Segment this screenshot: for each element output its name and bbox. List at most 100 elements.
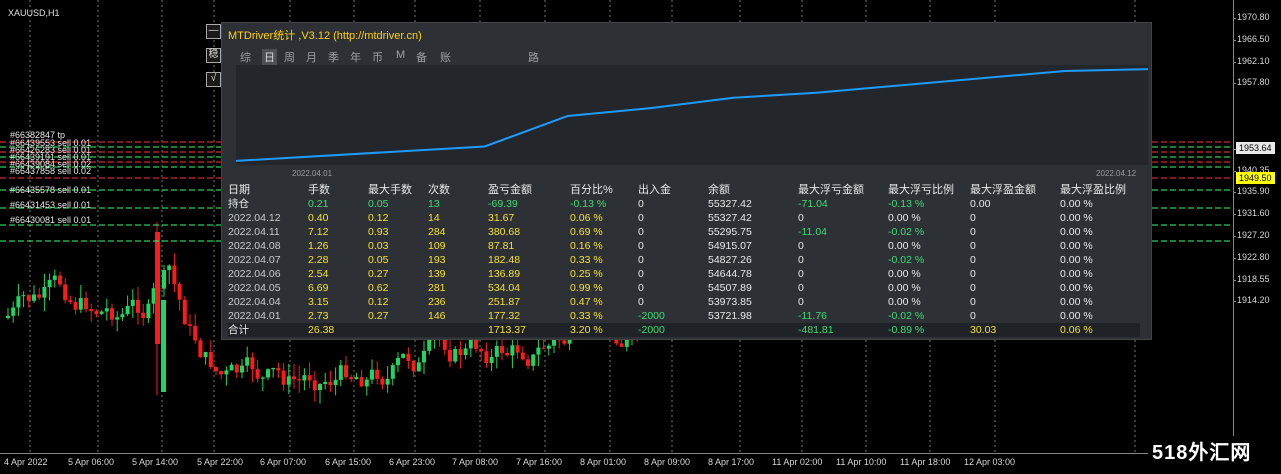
column-header: 日期 — [228, 184, 250, 196]
candle — [63, 278, 68, 304]
table-cell: 0 — [638, 212, 644, 224]
candle — [260, 376, 265, 392]
table-cell: -481.81 — [798, 324, 834, 336]
candle — [78, 285, 83, 313]
order-label: #66382847 tp — [10, 130, 66, 140]
tab-6[interactable]: 币 — [372, 52, 383, 64]
candle — [416, 356, 421, 372]
table-cell: 0.00 — [970, 198, 991, 210]
watermark-logo: 518外汇网 — [1148, 436, 1256, 465]
table-cell: 0 — [638, 296, 644, 308]
candle — [359, 369, 364, 387]
plot-start-date: 2022.04.01 — [292, 169, 333, 178]
candle — [448, 338, 452, 368]
table-cell: -0.89 % — [888, 324, 925, 336]
candle — [32, 285, 36, 303]
candle — [151, 282, 156, 314]
table-cell: 0 — [798, 254, 804, 266]
candle — [172, 253, 177, 293]
daily-stats-table: 日期 手数 最大手数 次数 盈亏金额 百分比% 出入金 余额 最大浮亏金额 最大浮亏比例 最大浮盈金… — [228, 183, 1140, 337]
candle — [276, 362, 281, 379]
candle — [21, 291, 26, 308]
candle — [505, 347, 510, 357]
table-cell: 2022.04.12 — [228, 212, 281, 224]
candle — [510, 339, 515, 369]
candle — [281, 363, 286, 391]
candle — [58, 271, 62, 287]
table-cell: 0 — [970, 310, 976, 322]
table-row: 2022.04.12 0.40 0.12 14 31.67 0.06 % 0 55327.42… — [228, 211, 1140, 225]
candle — [188, 314, 192, 336]
table-row: 2022.04.11 7.12 0.93 284 380.68 0.69 % 0 55295.… — [228, 225, 1140, 239]
stable-toggle-button[interactable]: 稳 — [206, 48, 221, 63]
table-cell: 54507.89 — [708, 282, 752, 294]
table-cell: 0 — [798, 296, 804, 308]
time-tick: 5 Apr 06:00 — [68, 457, 115, 467]
candle — [245, 346, 250, 372]
table-cell: 0 — [798, 282, 804, 294]
tab-0[interactable]: 综 — [240, 52, 251, 64]
table-cell: 55327.42 — [708, 198, 752, 210]
tab-5[interactable]: 年 — [350, 52, 361, 64]
tab-3[interactable]: 月 — [306, 52, 317, 64]
column-header: 次数 — [428, 184, 450, 196]
table-cell: 54644.78 — [708, 268, 752, 280]
price-tick: 1931.60 — [1233, 208, 1270, 219]
order-label: #66439084 sell 0.02 — [10, 159, 92, 169]
table-cell: 0.00 % — [1060, 268, 1093, 280]
candle — [26, 294, 31, 308]
table-cell: 0.25 % — [570, 268, 603, 280]
equity-line — [235, 68, 1149, 162]
table-cell: 0.93 — [368, 226, 389, 238]
table-cell: 0.69 % — [570, 226, 603, 238]
table-row: 2022.04.05 6.69 0.62 281 534.04 0.99 % 0 54507.… — [228, 281, 1140, 295]
candle — [240, 358, 244, 379]
candle — [141, 303, 146, 326]
candle — [354, 372, 359, 380]
table-cell: 1.26 — [308, 240, 329, 252]
table-cell: 0.33 % — [570, 254, 603, 266]
candle — [224, 366, 229, 386]
table-cell: 2022.04.05 — [228, 282, 281, 294]
time-tick: 6 Apr 07:00 — [260, 457, 307, 467]
minimize-button[interactable]: — — [206, 24, 221, 39]
table-cell: 109 — [428, 240, 446, 252]
candle — [463, 343, 468, 360]
table-cell: 251.87 — [488, 296, 521, 308]
candle — [302, 368, 307, 391]
table-cell: 0 — [970, 268, 976, 280]
check-button[interactable]: √ — [206, 72, 221, 87]
tab-7[interactable]: M — [396, 49, 406, 61]
symbol-label: XAUUSD,H1 — [8, 8, 60, 18]
candle — [406, 347, 411, 369]
table-row: 2022.04.06 2.54 0.27 139 136.89 0.25 % 0 54644.… — [228, 267, 1140, 281]
table-cell: 0 — [638, 254, 644, 266]
candle — [99, 310, 104, 315]
table-cell: 177.32 — [488, 310, 521, 322]
price-tick: 1966.50 — [1233, 33, 1270, 44]
candle — [214, 366, 218, 376]
table-cell: 139 — [428, 268, 446, 280]
tab-4[interactable]: 季 — [328, 52, 339, 64]
table-cell: -0.02 % — [888, 226, 925, 238]
time-tick: 7 Apr 08:00 — [452, 457, 499, 467]
table-cell: -71.04 — [798, 198, 828, 210]
table-cell: 26.38 — [308, 324, 335, 336]
table-cell: 0 — [798, 268, 804, 280]
candle — [42, 273, 47, 312]
table-cell: 87.81 — [488, 240, 515, 252]
candle — [155, 222, 160, 395]
candle — [198, 338, 203, 358]
time-axis[interactable]: 4 Apr 2022 5 Apr 06:00 5 Apr 14:00 5 Apr 22… — [0, 453, 1233, 474]
tab-8[interactable]: 备 — [416, 52, 427, 64]
tab-2[interactable]: 周 — [284, 52, 295, 64]
ask-price-label: 1949.50 — [1236, 172, 1275, 184]
candle — [84, 291, 88, 313]
table-cell: 3.20 % — [570, 324, 603, 336]
tab-1[interactable]: 日 — [262, 49, 277, 65]
column-header: 盈亏金额 — [488, 184, 532, 196]
column-header: 余额 — [708, 184, 730, 196]
table-cell: -69.39 — [488, 198, 518, 210]
price-axis[interactable]: 1970.801966.501962.101957.801944.701940.… — [1233, 0, 1281, 453]
table-cell: 0 — [970, 226, 976, 238]
